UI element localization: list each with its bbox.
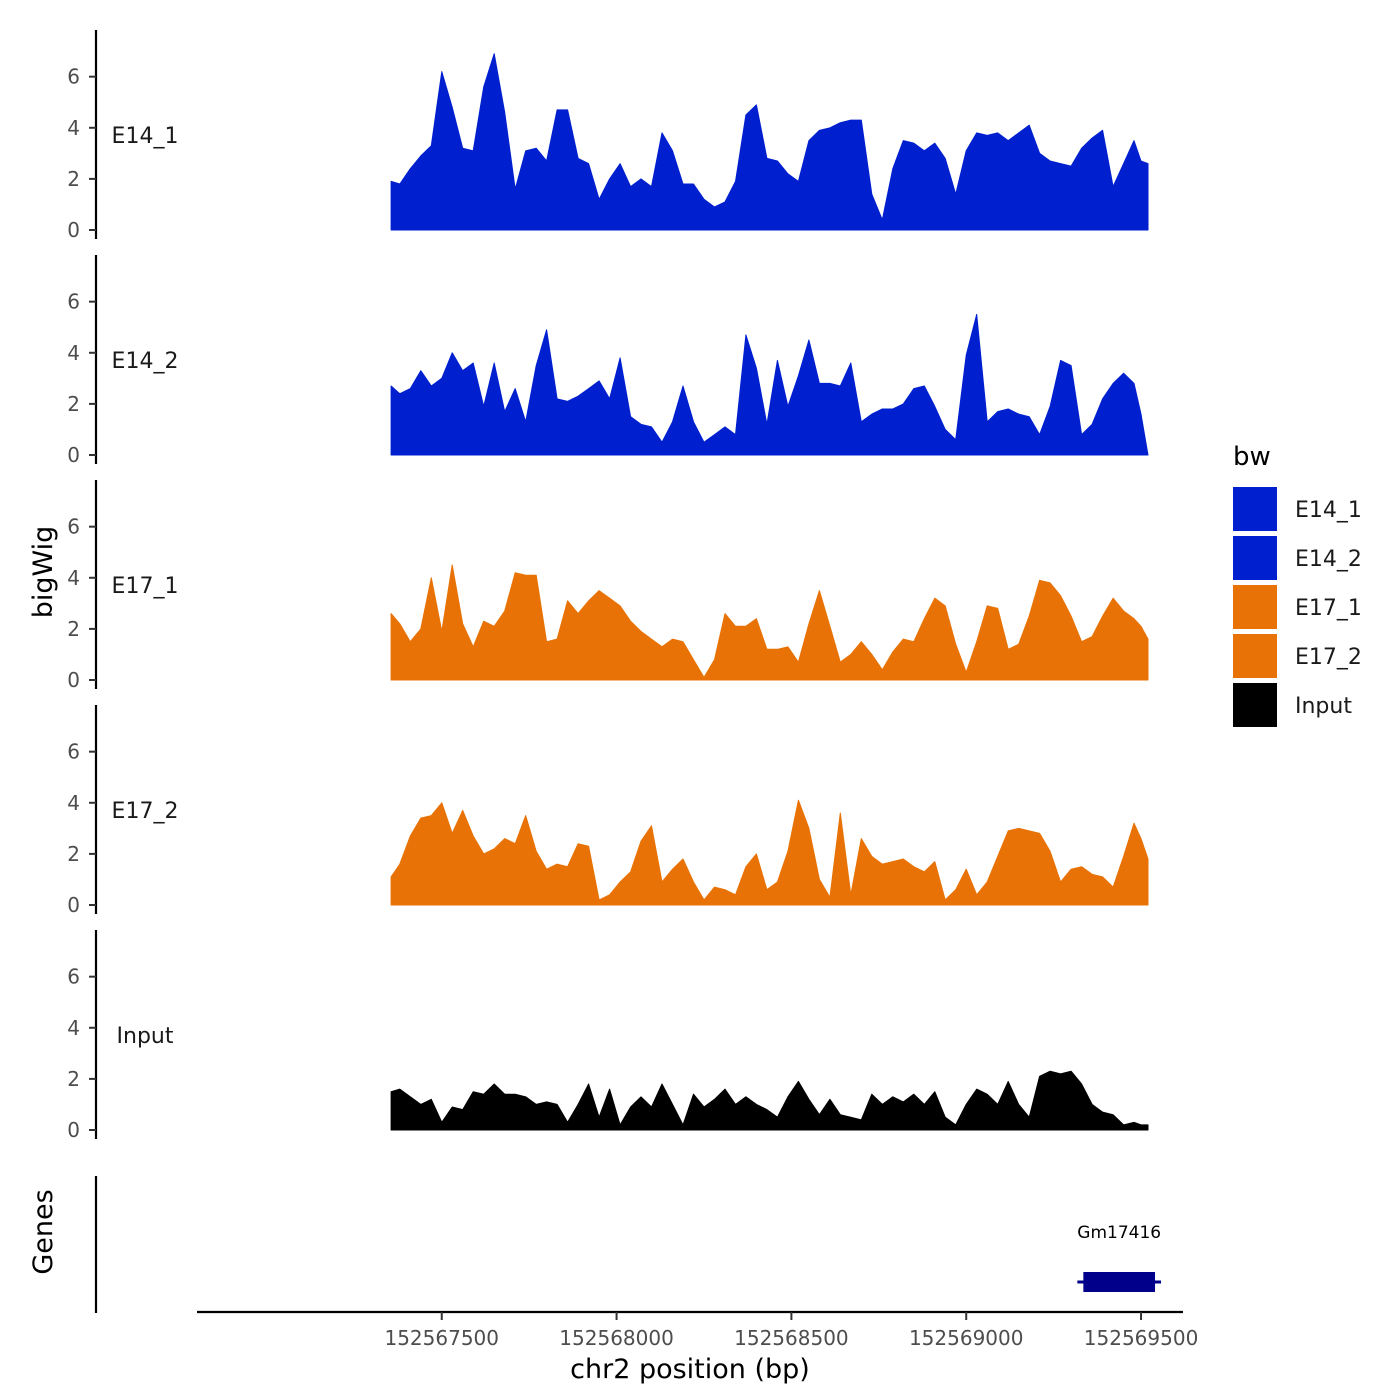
legend-key-e14-1: [1233, 487, 1277, 531]
legend: bw E14_1 E14_2 E17_1 E17_2 Input: [1233, 442, 1362, 727]
signal-area-e14-2: [390, 313, 1149, 456]
signal-area-e17-1: [390, 564, 1149, 681]
track-e17-1: 0 2 4 6 E17_1: [67, 480, 1149, 692]
track-e14-1: 0 2 4 6 E14_1: [67, 30, 1149, 242]
x-tick-label: 152569500: [1084, 1326, 1199, 1350]
x-tick-label: 152568500: [734, 1326, 849, 1350]
legend-label-e17-1: E17_1: [1295, 596, 1362, 621]
y-tick-label: 0: [67, 1118, 80, 1142]
y-tick-label: 6: [67, 740, 80, 764]
legend-label-input: Input: [1295, 694, 1352, 719]
genes-axis-title: Genes: [28, 1189, 59, 1274]
track-label: E14_2: [112, 349, 179, 374]
y-tick-label: 0: [67, 668, 80, 692]
genes-track: Gm17416: [1077, 1223, 1161, 1292]
legend-key-input: [1233, 683, 1277, 727]
track-label: E14_1: [112, 124, 179, 149]
signal-area-e17-2: [390, 799, 1149, 906]
legend-key-e17-2: [1233, 634, 1277, 678]
y-tick-label: 4: [67, 116, 80, 140]
y-tick-label: 4: [67, 566, 80, 590]
track-label: E17_1: [112, 574, 179, 599]
x-axis-ticks: 152567500 152568000 152568500 152569000 1525…: [384, 1312, 1198, 1350]
track-input: 0 2 4 6 Input: [67, 930, 1149, 1142]
legend-label-e17-2: E17_2: [1295, 645, 1362, 670]
y-tick-label: 6: [67, 965, 80, 989]
y-tick-label: 6: [67, 65, 80, 89]
x-axis-title: chr2 position (bp): [570, 1354, 810, 1385]
signal-area-input: [390, 1070, 1149, 1131]
y-tick-label: 4: [67, 791, 80, 815]
legend-label-e14-1: E14_1: [1295, 498, 1362, 523]
gene-label: Gm17416: [1077, 1223, 1161, 1243]
y-tick-label: 0: [67, 893, 80, 917]
track-label: E17_2: [112, 799, 179, 824]
legend-label-e14-2: E14_2: [1295, 547, 1362, 572]
x-tick-label: 152569000: [909, 1326, 1024, 1350]
gene-gm17416: Gm17416: [1077, 1223, 1161, 1292]
y-tick-label: 2: [67, 1067, 80, 1091]
legend-key-e17-1: [1233, 585, 1277, 629]
x-tick-label: 152568000: [559, 1326, 674, 1350]
tracks-layer: 0 2 4 6 E14_1 0 2 4 6 E14_2 0 2 4 6 E17_1 0 2 4 6 E17_2 0 2 4 6…: [67, 30, 1149, 1142]
y-tick-label: 2: [67, 167, 80, 191]
y-axis-title: bigWig: [28, 526, 59, 619]
y-tick-label: 4: [67, 1016, 80, 1040]
track-e17-2: 0 2 4 6 E17_2: [67, 705, 1149, 917]
y-tick-label: 4: [67, 341, 80, 365]
y-tick-label: 2: [67, 392, 80, 416]
y-tick-label: 0: [67, 443, 80, 467]
y-tick-label: 2: [67, 842, 80, 866]
y-tick-label: 6: [67, 290, 80, 314]
signal-area-e14-1: [390, 53, 1149, 231]
legend-key-e14-2: [1233, 536, 1277, 580]
track-e14-2: 0 2 4 6 E14_2: [67, 255, 1149, 467]
y-tick-label: 0: [67, 218, 80, 242]
x-tick-label: 152567500: [384, 1326, 499, 1350]
track-label: Input: [117, 1024, 174, 1049]
y-tick-label: 6: [67, 515, 80, 539]
y-tick-label: 2: [67, 617, 80, 641]
legend-title: bw: [1233, 442, 1271, 472]
